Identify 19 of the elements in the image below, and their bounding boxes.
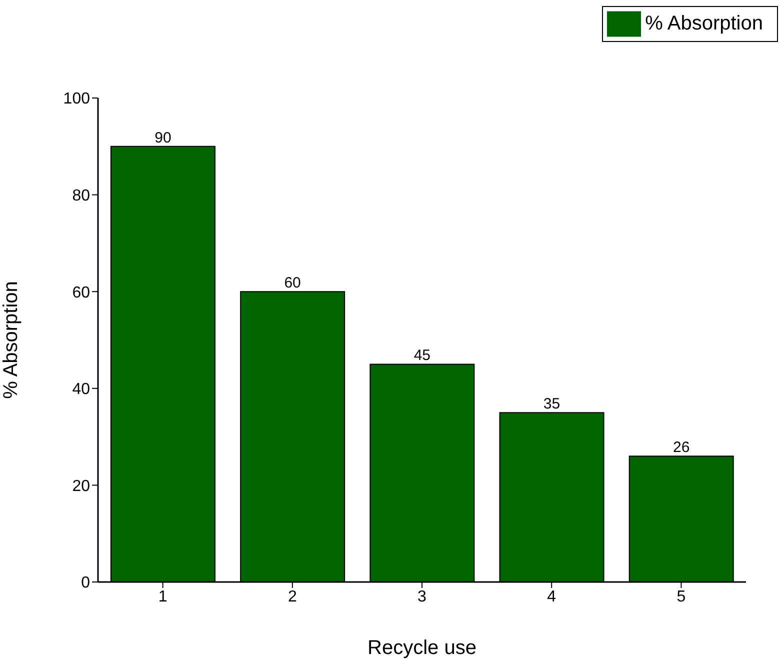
data-label: 90 (154, 129, 172, 146)
y-tick-label: 100 (63, 90, 90, 108)
x-tick-label: 3 (418, 588, 427, 606)
x-tick-label: 2 (288, 588, 297, 606)
y-tick-label: 40 (72, 381, 90, 398)
y-tick-label: 80 (72, 187, 90, 204)
data-label: 60 (284, 274, 301, 292)
y-tick-label: 60 (72, 284, 90, 302)
y-axis-title: % Absorption (0, 281, 22, 399)
data-label: 45 (414, 347, 431, 364)
legend-label: % Absorption (645, 12, 763, 34)
x-axis-title: Recycle use (368, 637, 476, 659)
y-tick-label: 0 (81, 574, 90, 592)
x-tick-label: 4 (547, 588, 556, 606)
data-label: 26 (673, 439, 690, 456)
x-tick-label: 1 (158, 588, 168, 606)
data-label: 35 (543, 396, 560, 413)
y-tick-label: 20 (72, 478, 90, 495)
x-tick-label: 5 (676, 588, 686, 606)
